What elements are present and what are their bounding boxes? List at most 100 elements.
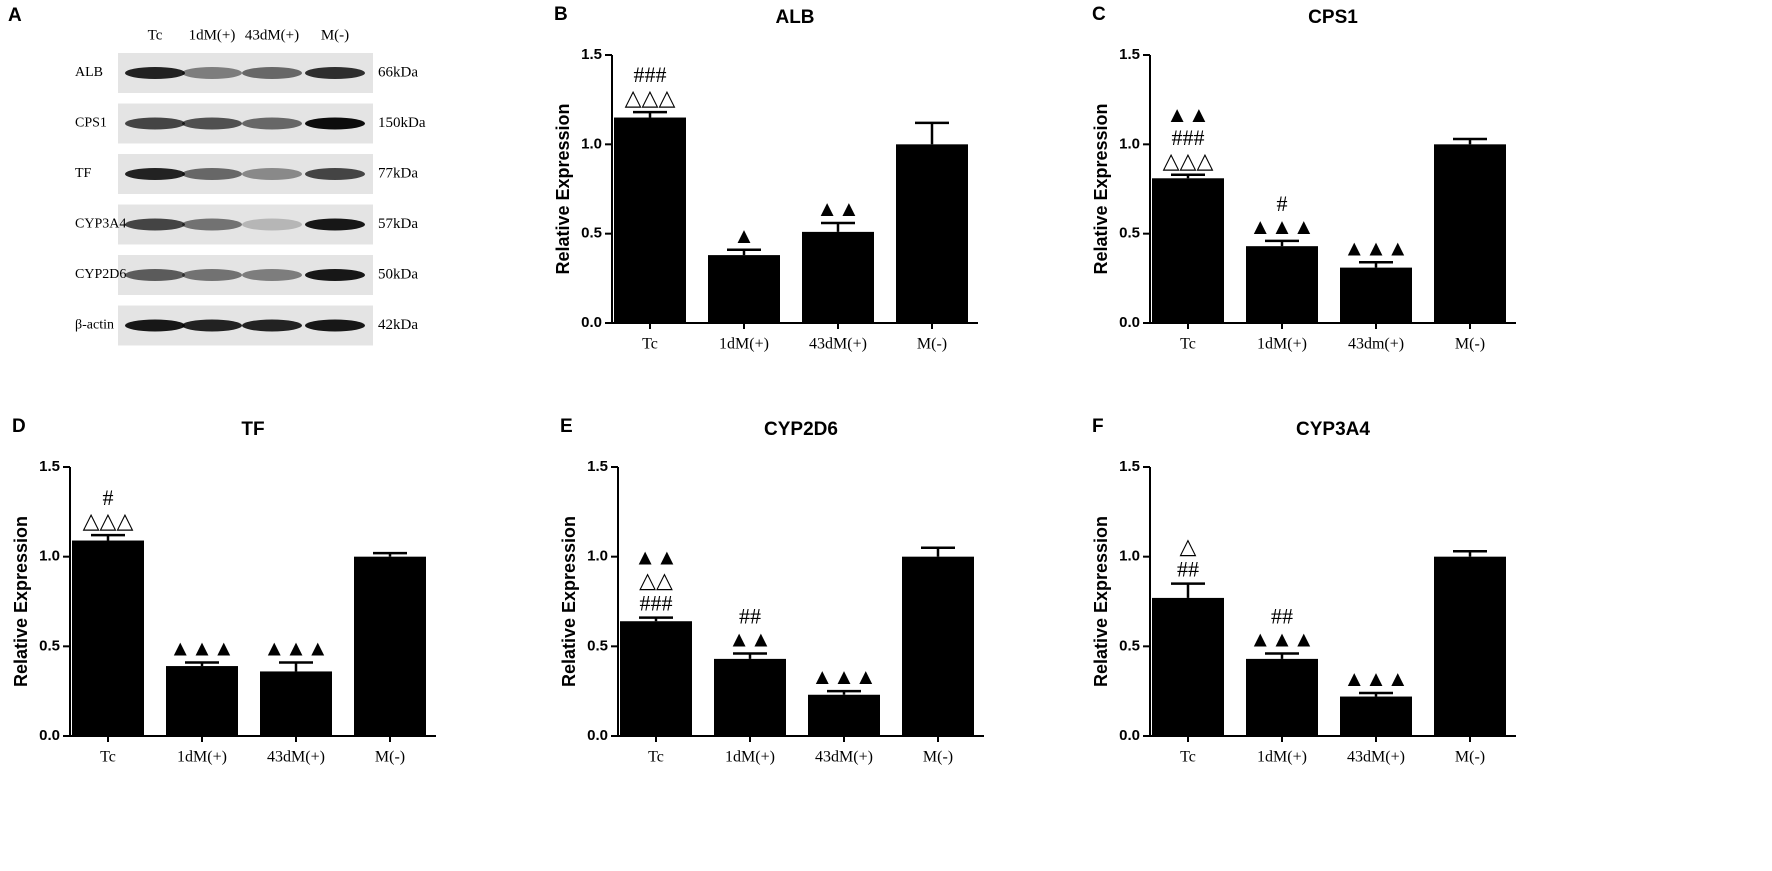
x-tick-label: M(-) — [1455, 749, 1485, 766]
row-label: CPS1 — [75, 116, 107, 131]
significance-mark: △△△ — [83, 508, 134, 533]
significance-mark: ### — [634, 62, 667, 87]
y-tick-label: 0.5 — [587, 637, 608, 654]
bar — [72, 540, 144, 736]
y-tick-label: 1.0 — [1119, 135, 1140, 152]
significance-mark: ## — [1271, 604, 1293, 629]
bar — [166, 666, 238, 736]
x-tick-label: 43dM(+) — [1347, 749, 1405, 766]
panel-letter: F — [1092, 416, 1104, 437]
bar — [614, 117, 686, 324]
significance-mark: # — [103, 485, 114, 510]
x-tick-label: M(-) — [917, 336, 947, 353]
blot-band — [125, 269, 185, 281]
blot-band — [242, 218, 302, 231]
y-axis-label: Relative Expression — [1091, 516, 1111, 687]
y-tick-label: 1.0 — [581, 135, 602, 152]
x-tick-label: M(-) — [1455, 336, 1485, 353]
blot-band — [242, 117, 302, 130]
y-tick-label: 0.0 — [587, 727, 608, 744]
blot-band — [182, 269, 242, 281]
x-tick-label: 1dM(+) — [1257, 336, 1307, 353]
blot-band — [242, 67, 302, 79]
bar — [714, 658, 786, 736]
x-tick-label: Tc — [100, 749, 116, 766]
bar — [1152, 597, 1224, 736]
panel-letter: B — [554, 4, 568, 25]
panel-letter: A — [8, 5, 22, 26]
y-tick-label: 1.0 — [587, 548, 608, 565]
bar — [260, 671, 332, 736]
significance-mark: ▲▲▲ — [169, 636, 234, 661]
significance-mark: ▲▲▲ — [811, 664, 876, 689]
y-axis-label: Relative Expression — [11, 516, 31, 687]
significance-mark: ▲▲ — [816, 196, 860, 221]
x-tick-label: Tc — [1180, 336, 1196, 353]
blot-band — [182, 168, 242, 180]
bar — [802, 231, 874, 323]
y-tick-label: 1.0 — [39, 548, 60, 565]
y-tick-label: 1.5 — [581, 46, 602, 63]
blot-band — [242, 168, 302, 180]
x-tick-label: Tc — [642, 336, 658, 353]
y-tick-label: 1.5 — [39, 458, 60, 475]
significance-mark: △△△ — [1163, 148, 1214, 173]
blot-band — [242, 269, 302, 281]
blot-band — [182, 117, 242, 130]
y-tick-label: 0.5 — [1119, 637, 1140, 654]
bar — [808, 694, 880, 736]
x-tick-label: 1dM(+) — [1257, 749, 1307, 766]
chart-title: ALB — [775, 7, 814, 28]
blot-band — [305, 218, 365, 231]
significance-mark: △△△ — [625, 85, 676, 110]
chart-title: CYP3A4 — [1296, 419, 1370, 440]
significance-mark: # — [1277, 191, 1288, 216]
lane-label: 43dM(+) — [245, 27, 299, 43]
y-tick-label: 0.0 — [581, 314, 602, 331]
x-tick-label: 43dM(+) — [267, 749, 325, 766]
significance-mark: ## — [1177, 557, 1199, 582]
chart-title: CYP2D6 — [764, 419, 838, 440]
bar — [1246, 658, 1318, 736]
row-label: CYP3A4 — [75, 217, 126, 232]
significance-mark: ▲ — [733, 223, 755, 248]
panel-letter: D — [12, 416, 26, 437]
significance-mark: △△ — [639, 568, 673, 593]
bar — [1340, 696, 1412, 736]
x-tick-label: Tc — [648, 749, 664, 766]
blot-band — [125, 117, 185, 130]
y-tick-label: 0.0 — [1119, 727, 1140, 744]
x-tick-label: Tc — [1180, 749, 1196, 766]
x-tick-label: 1dM(+) — [725, 749, 775, 766]
bar — [902, 556, 974, 736]
significance-mark: ▲▲▲ — [1343, 235, 1408, 260]
y-axis-label: Relative Expression — [553, 103, 573, 274]
significance-mark: ### — [640, 591, 673, 616]
y-axis-label: Relative Expression — [1091, 103, 1111, 274]
row-label: CYP2D6 — [75, 267, 126, 282]
row-label: β-actin — [75, 318, 114, 333]
blot-band — [242, 319, 302, 332]
y-tick-label: 0.0 — [39, 727, 60, 744]
panel-letter: C — [1092, 4, 1106, 25]
blot-band — [125, 218, 185, 231]
row-label: ALB — [75, 65, 103, 80]
significance-mark: ▲▲▲ — [1249, 627, 1314, 652]
blot-band — [182, 67, 242, 79]
row-label: TF — [75, 166, 92, 181]
chart-title: CPS1 — [1308, 7, 1358, 28]
x-tick-label: 1dM(+) — [719, 336, 769, 353]
lane-label: 1dM(+) — [189, 27, 236, 43]
x-tick-label: 43dM(+) — [809, 336, 867, 353]
bar — [1340, 267, 1412, 323]
size-label: 57kDa — [378, 216, 418, 232]
x-tick-label: 43dm(+) — [1348, 336, 1404, 353]
size-label: 50kDa — [378, 266, 418, 282]
y-axis-label: Relative Expression — [559, 516, 579, 687]
significance-mark: △ — [1180, 534, 1197, 559]
bar — [896, 144, 968, 323]
bar — [620, 621, 692, 736]
y-tick-label: 1.5 — [1119, 458, 1140, 475]
x-tick-label: 43dM(+) — [815, 749, 873, 766]
